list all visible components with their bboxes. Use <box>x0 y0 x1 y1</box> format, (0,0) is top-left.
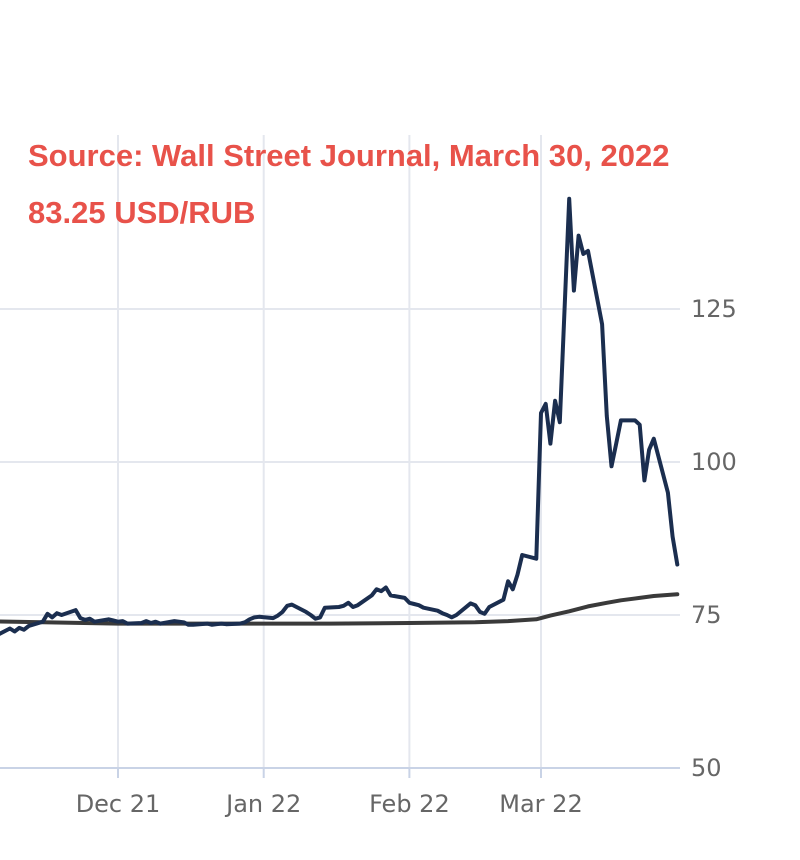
gridlines <box>0 135 680 768</box>
y-tick-label: 75 <box>691 601 722 629</box>
y-tick-label: 100 <box>691 448 737 476</box>
latest-value-annotation: 83.25 USD/RUB <box>28 195 256 230</box>
x-tick-label: Mar 22 <box>499 790 582 818</box>
series-line-1 <box>0 196 680 636</box>
x-tick-label: Feb 22 <box>369 790 450 818</box>
series-line-2 <box>0 592 680 626</box>
y-tick-label: 50 <box>691 754 722 782</box>
source-annotation: Source: Wall Street Journal, March 30, 2… <box>28 138 670 173</box>
x-tick-label: Dec 21 <box>76 790 161 818</box>
series-layer <box>0 196 680 636</box>
y-tick-label: 125 <box>691 295 737 323</box>
x-tick-label: Jan 22 <box>224 790 301 818</box>
y-axis-ticks: 125 100 75 50 <box>691 295 737 782</box>
